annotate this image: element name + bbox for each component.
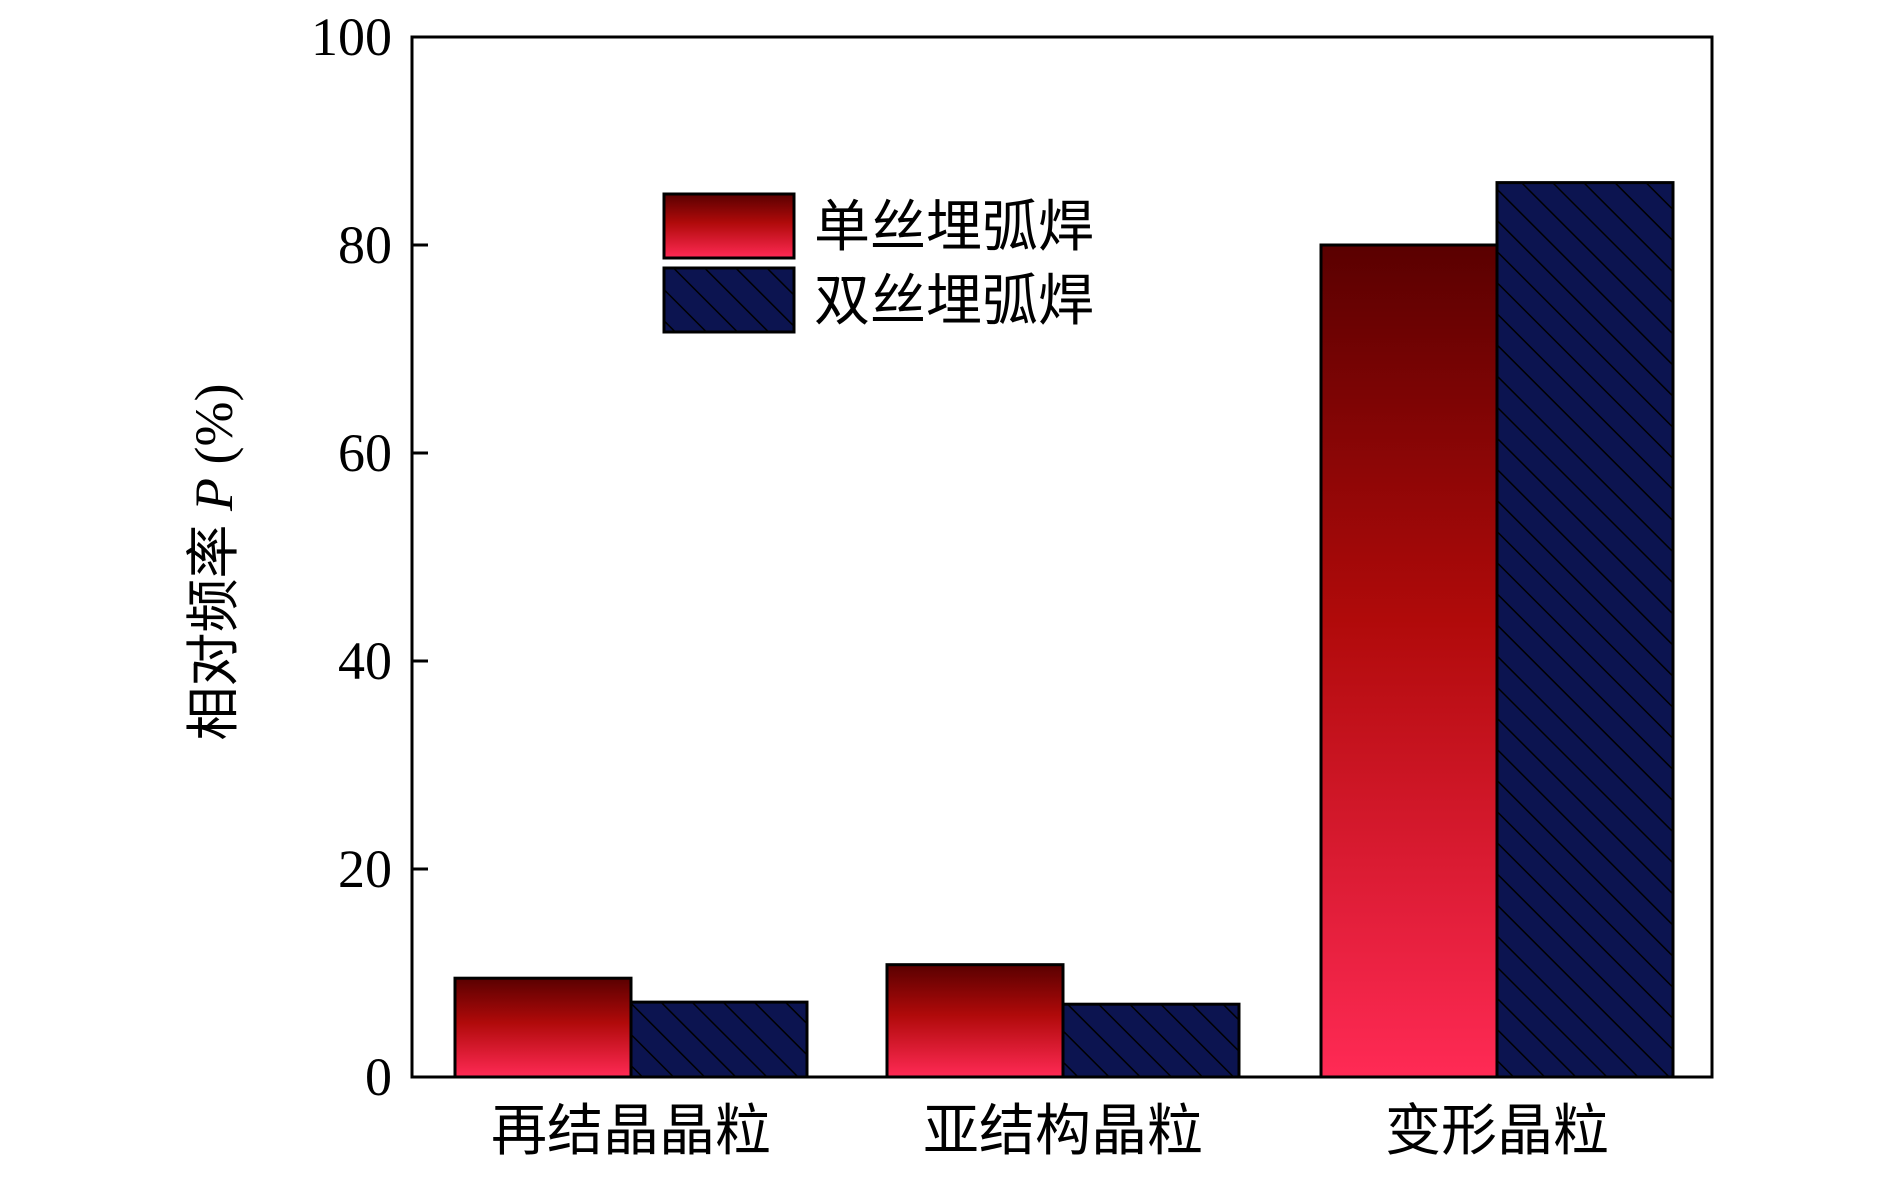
y-tick-label: 0 <box>365 1047 392 1107</box>
x-tick-label: 亚结构晶粒 <box>923 1101 1203 1163</box>
bar-single-wire <box>453 976 633 1079</box>
bar-twin-wire <box>1061 1002 1241 1079</box>
x-tick-label: 变形晶粒 <box>1385 1101 1609 1163</box>
y-tick-label: 80 <box>338 215 392 275</box>
y-tick-label: 40 <box>338 631 392 691</box>
y-axis: 0 20 40 60 80 100 <box>311 7 428 1107</box>
bar-single-wire <box>1319 243 1499 1079</box>
legend-swatch-single-wire <box>662 192 796 260</box>
y-tick-label: 20 <box>338 839 392 899</box>
bar-twin-wire <box>629 1000 809 1079</box>
legend-label: 单丝埋弧焊 <box>814 197 1094 259</box>
legend-swatch-twin-wire <box>662 266 796 334</box>
bars <box>453 181 1675 1079</box>
bar-single-wire <box>885 963 1065 1079</box>
y-tick-label: 60 <box>338 423 392 483</box>
legend-label: 双丝埋弧焊 <box>814 271 1094 333</box>
x-tick-label: 再结晶晶粒 <box>491 1101 771 1163</box>
x-axis: 再结晶晶粒 亚结构晶粒 变形晶粒 <box>491 1101 1609 1163</box>
y-axis-label: 相对频率 P (%) <box>184 384 244 741</box>
y-tick-label: 100 <box>311 7 392 67</box>
bar-twin-wire <box>1495 181 1675 1079</box>
